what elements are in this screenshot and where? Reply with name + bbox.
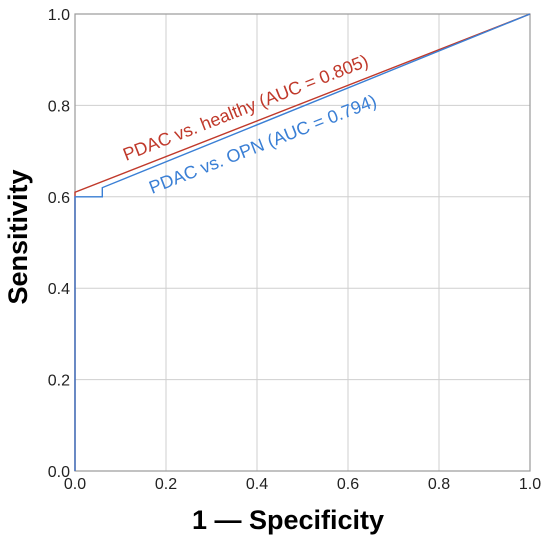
y-tick-label: 0.6	[48, 190, 70, 207]
y-tick-label: 1.0	[48, 7, 70, 24]
y-tick-label: 0.0	[48, 464, 70, 481]
y-axis-title: Sensitivity	[3, 169, 33, 304]
x-tick-label: 0.6	[337, 476, 359, 493]
x-tick-label: 0.8	[428, 476, 450, 493]
y-tick-label: 0.2	[48, 373, 70, 390]
x-axis-title: 1 — Specificity	[192, 505, 384, 535]
series-line-opn	[74, 13, 531, 471]
x-tick-label: 0.4	[246, 476, 268, 493]
x-tick-label: 0.2	[155, 476, 177, 493]
series-lines	[74, 13, 531, 471]
y-tick-labels: 0.0 0.2 0.4 0.6 0.8 1.0	[48, 7, 70, 481]
y-tick-label: 0.4	[48, 281, 70, 298]
x-tick-labels: 0.0 0.2 0.4 0.6 0.8 1.0	[64, 476, 541, 493]
x-tick-label: 0.0	[64, 476, 86, 493]
x-tick-label: 1.0	[519, 476, 541, 493]
y-tick-label: 0.8	[48, 98, 70, 115]
